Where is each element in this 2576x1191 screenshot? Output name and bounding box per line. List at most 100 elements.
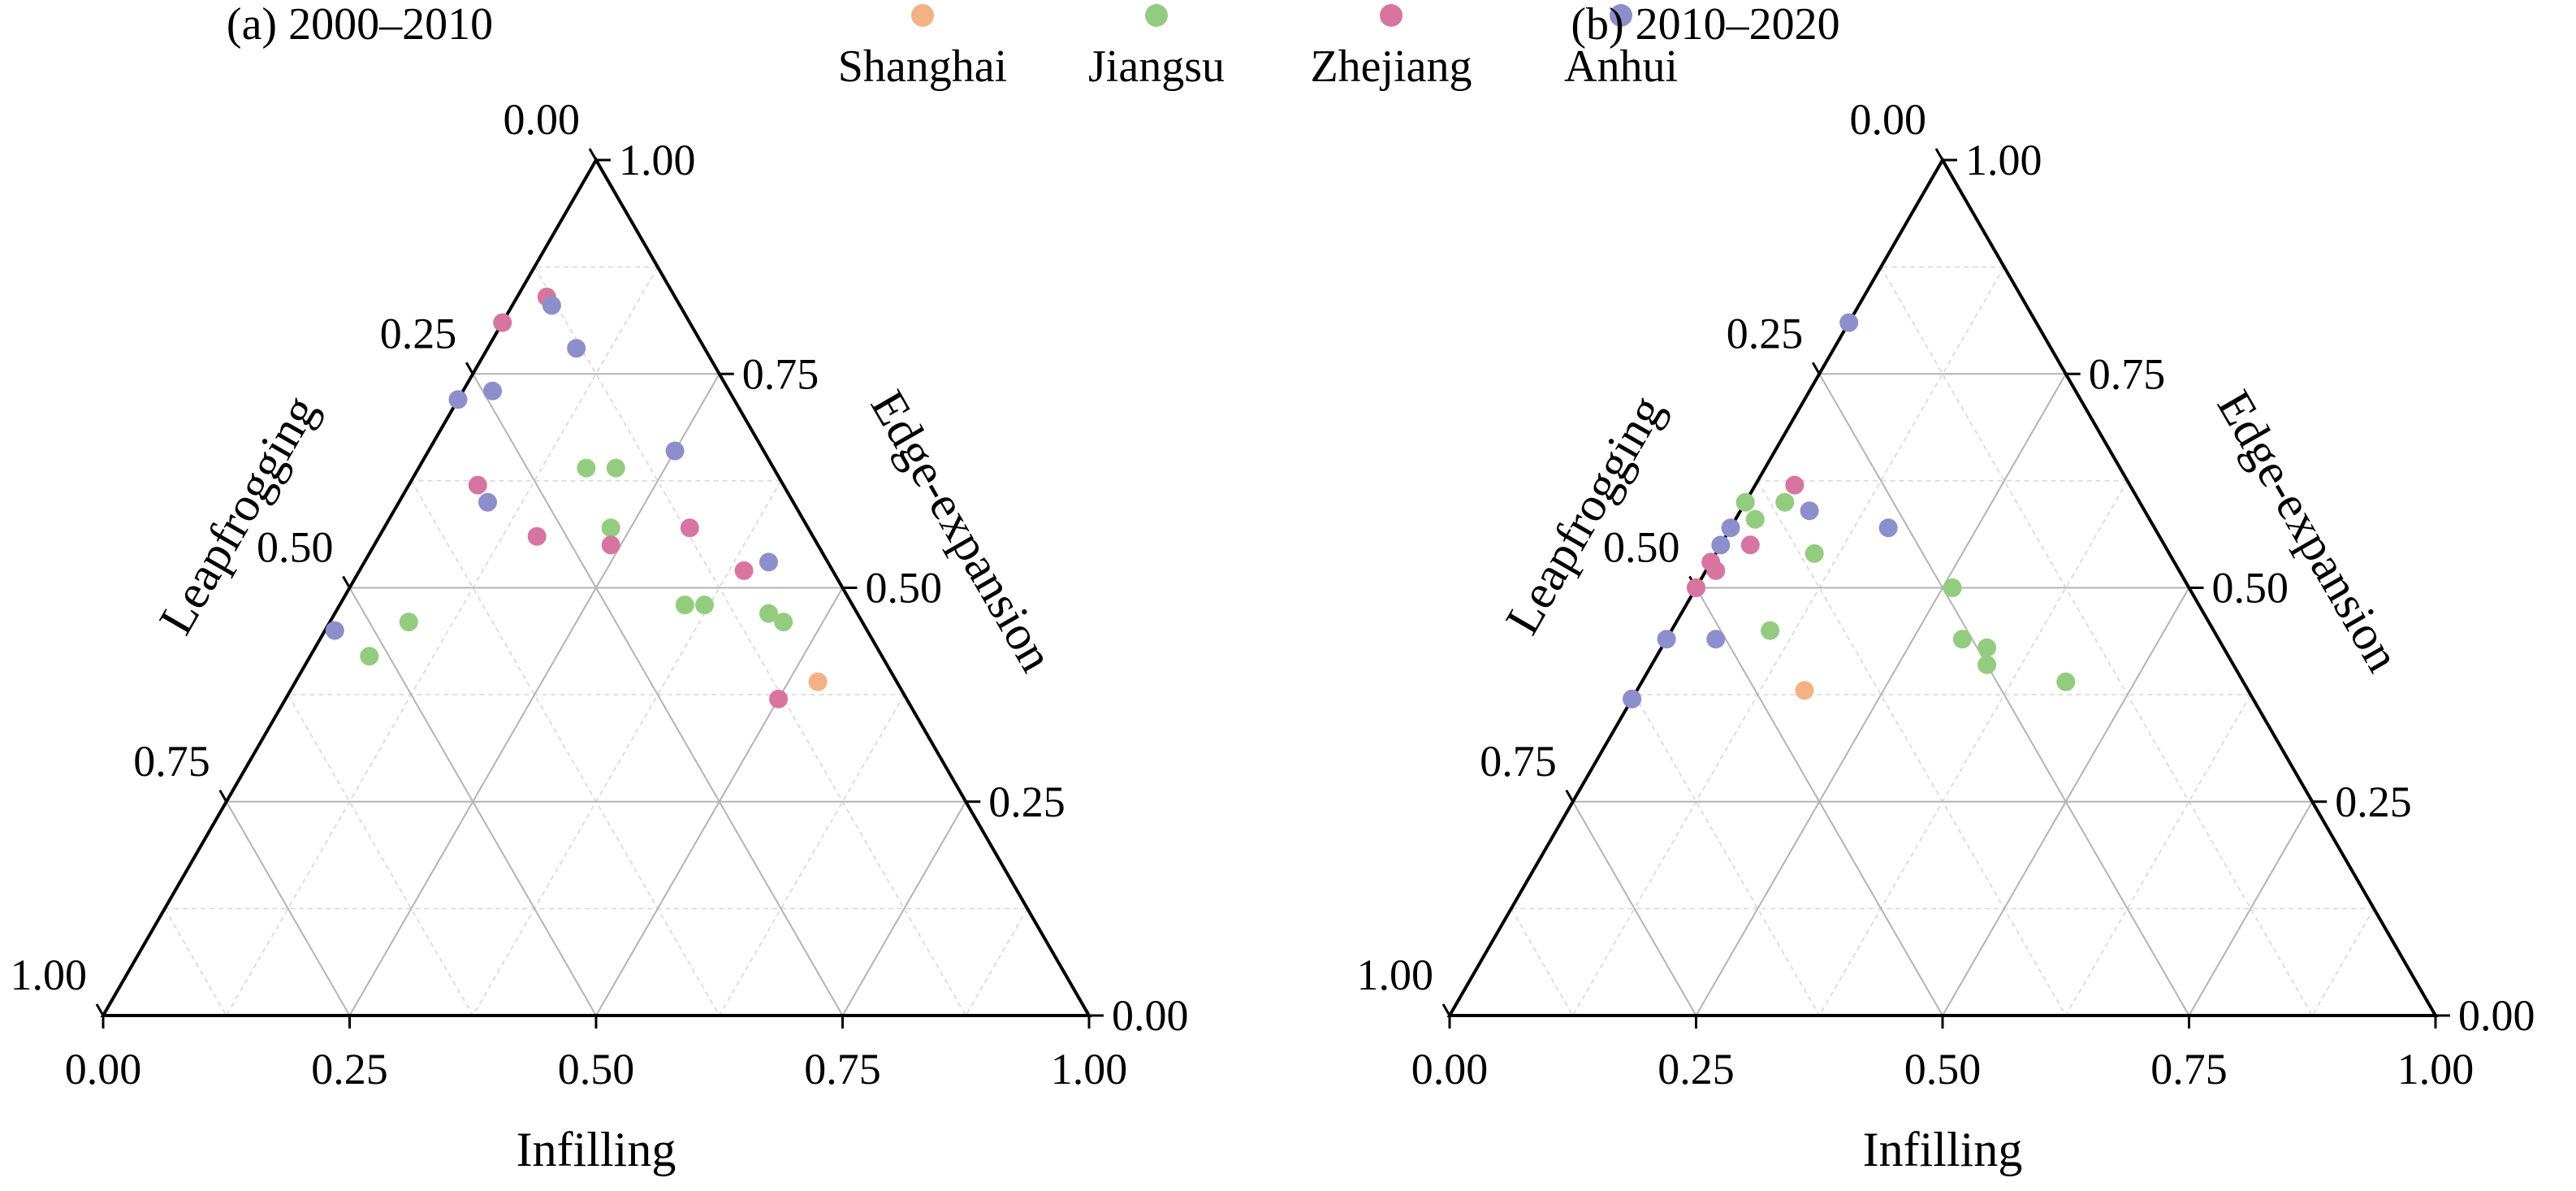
data-point-anhui (1706, 630, 1726, 649)
legend-marker-shanghai (911, 4, 934, 27)
data-point-anhui (1800, 501, 1819, 521)
data-point-jiangsu (675, 596, 694, 615)
left-tick-mark (1811, 362, 1821, 375)
data-point-anhui (483, 381, 502, 401)
bottom-tick-label: 0.75 (2150, 1045, 2228, 1094)
axis-title-leapfrogging: Leapfrogging (1495, 387, 1674, 643)
data-point-anhui (448, 390, 468, 409)
legend-label-jiangsu: Jiangsu (1088, 41, 1225, 92)
left-tick-mark (465, 362, 474, 375)
legend-label-anhui: Anhui (1564, 41, 1678, 92)
minor-grid-line (1572, 266, 2005, 1016)
data-point-zhejiang (527, 526, 547, 546)
data-point-jiangsu (759, 604, 778, 623)
data-point-jiangsu (1943, 578, 1962, 597)
data-point-jiangsu (1775, 492, 1795, 512)
data-point-zhejiang (680, 518, 699, 538)
legend-marker-jiangsu (1145, 4, 1168, 27)
minor-grid-line (287, 694, 473, 1016)
data-point-shanghai (1795, 681, 1814, 700)
major-grid-line (1942, 587, 2190, 1016)
minor-grid-line (1757, 480, 2067, 1016)
data-point-anhui (1623, 689, 1642, 708)
panel-title: (a) 2000–2010 (227, 0, 493, 50)
minor-grid-line (1633, 694, 1820, 1016)
data-point-anhui (1721, 518, 1740, 538)
bottom-tick-label: 0.25 (311, 1045, 388, 1094)
left-tick-mark (342, 575, 351, 589)
data-point-zhejiang (734, 561, 754, 580)
data-points (1623, 313, 2076, 708)
data-point-jiangsu (606, 458, 625, 478)
minor-grid-line (164, 907, 227, 1016)
data-points (325, 288, 828, 708)
data-point-anhui (665, 441, 685, 461)
minor-grid-line (410, 480, 720, 1016)
right-tick-label: 0.00 (2458, 991, 2535, 1040)
minor-grid-line (226, 266, 659, 1016)
data-point-anhui (325, 621, 344, 640)
data-point-jiangsu (695, 596, 714, 615)
data-point-anhui (567, 339, 586, 358)
left-tick-mark (588, 148, 598, 161)
right-tick-label: 0.50 (866, 564, 943, 613)
legend-label-shanghai: Shanghai (838, 41, 1007, 92)
data-point-anhui (1657, 630, 1676, 649)
data-point-anhui (1878, 518, 1898, 538)
major-grid-line (1695, 373, 2067, 1016)
major-grid-line (348, 373, 720, 1016)
left-tick-label: 0.75 (1480, 737, 1557, 786)
data-point-jiangsu (577, 458, 596, 478)
bottom-tick-label: 0.50 (1904, 1045, 1982, 1094)
data-point-anhui (759, 552, 778, 572)
data-point-anhui (478, 492, 497, 512)
left-tick-mark (1934, 148, 1944, 161)
major-grid-line (348, 587, 597, 1016)
left-tick-label: 0.25 (380, 309, 457, 357)
minor-grid-line (1880, 266, 2313, 1016)
data-point-jiangsu (1977, 638, 1997, 657)
minor-grid-line (534, 266, 966, 1016)
grid (164, 266, 1028, 1016)
major-grid-line (472, 373, 844, 1016)
right-tick-label: 0.50 (2212, 564, 2289, 613)
data-point-anhui (1711, 535, 1731, 555)
major-grid-line (1818, 373, 2190, 1016)
data-point-zhejiang (1706, 561, 1726, 580)
left-tick-label: 0.50 (257, 523, 334, 572)
axis-title-infilling: Infilling (516, 1123, 676, 1176)
panel-title: (b) 2010–2020 (1571, 0, 1839, 50)
left-tick-label: 0.00 (504, 95, 581, 144)
data-point-jiangsu (1804, 544, 1824, 563)
minor-grid-line (2311, 907, 2375, 1016)
bottom-tick-label: 0.00 (65, 1045, 142, 1094)
left-tick-mark (1565, 790, 1575, 803)
left-tick-mark (218, 790, 228, 803)
major-grid-line (595, 587, 844, 1016)
data-point-zhejiang (1785, 475, 1804, 495)
axis-title-edge-expansion: Edge-expansion (2207, 382, 2410, 681)
data-point-jiangsu (2056, 672, 2076, 691)
data-point-shanghai (808, 672, 828, 691)
right-tick-label: 0.00 (1112, 991, 1189, 1040)
left-tick-label: 1.00 (11, 951, 88, 999)
data-point-anhui (542, 296, 561, 315)
major-grid-line (1571, 801, 1697, 1016)
bottom-tick-label: 0.00 (1411, 1045, 1489, 1094)
left-tick-label: 0.25 (1727, 309, 1804, 357)
data-point-jiangsu (1735, 492, 1755, 512)
axis-title-infilling: Infilling (1863, 1123, 2023, 1176)
major-grid-line (225, 801, 351, 1016)
left-tick-mark (1441, 1003, 1451, 1016)
data-point-jiangsu (1761, 621, 1780, 640)
axis-title-edge-expansion: Edge-expansion (861, 382, 1064, 681)
data-point-zhejiang (601, 535, 620, 555)
right-tick-label: 0.75 (2089, 349, 2166, 398)
bottom-tick-label: 0.50 (558, 1045, 635, 1094)
legend-label-zhejiang: Zhejiang (1310, 41, 1472, 92)
left-tick-label: 0.50 (1603, 523, 1680, 572)
right-tick-label: 0.75 (742, 349, 819, 398)
bottom-tick-label: 0.25 (1658, 1045, 1735, 1094)
bottom-tick-label: 1.00 (1051, 1045, 1128, 1094)
